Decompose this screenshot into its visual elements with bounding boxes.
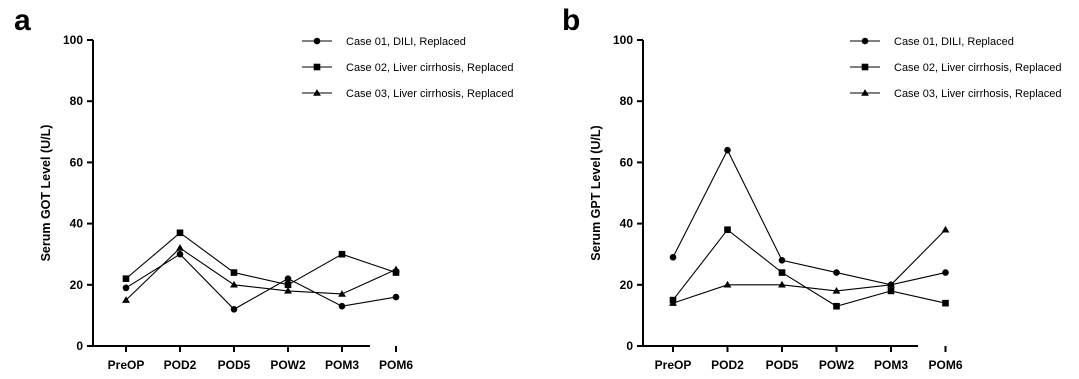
- data-point: [942, 269, 949, 276]
- data-point: [833, 269, 840, 276]
- data-point: [724, 226, 731, 234]
- x-tick-label: PreOP: [108, 358, 145, 372]
- data-point: [724, 146, 731, 154]
- series-line: [125, 232, 397, 286]
- x-tick-label: POD5: [766, 358, 799, 372]
- data-point: [284, 281, 292, 289]
- data-point: [861, 89, 869, 96]
- x-tick-label: PreOP: [655, 358, 692, 372]
- y-tick-label: 100: [63, 33, 83, 47]
- data-point: [861, 37, 869, 45]
- data-point: [313, 63, 321, 71]
- data-point: [778, 280, 786, 288]
- data-point: [176, 229, 184, 237]
- x-tick-label: POD2: [711, 358, 744, 372]
- data-point: [861, 63, 869, 71]
- x-tick-label: POM3: [325, 358, 359, 372]
- y-tick-label: 0: [76, 339, 83, 353]
- y-tick-label: 40: [70, 217, 84, 231]
- legend-label: Case 01, DILI, Replaced: [894, 36, 1014, 48]
- data-point: [778, 257, 786, 264]
- series-line: [672, 229, 946, 304]
- y-tick-label: 100: [613, 33, 633, 47]
- data-point: [887, 287, 895, 295]
- data-point: [313, 37, 321, 45]
- x-tick-label: POW2: [819, 358, 855, 372]
- data-point: [669, 253, 677, 261]
- x-tick-label: POW2: [270, 358, 306, 372]
- legend-label: Case 02, Liver cirrhosis, Replaced: [346, 62, 514, 74]
- y-tick-label: 0: [626, 339, 633, 353]
- chart-panel-b: b 0 20 40 60 80 100 Serum GPT Level (U/L) PreOP…: [540, 0, 1079, 374]
- data-point: [392, 293, 400, 301]
- x-tick-label: POM3: [874, 358, 908, 372]
- y-tick-label: 80: [620, 94, 634, 108]
- chart-b: 0 20 40 60 80 100 Serum GPT Level (U/L) PreOP PO…: [589, 33, 1062, 372]
- data-point: [176, 244, 184, 251]
- data-point: [338, 250, 346, 258]
- data-point: [941, 225, 950, 233]
- data-point: [833, 302, 840, 310]
- y-tick-label: 60: [620, 155, 634, 169]
- data-point: [392, 265, 400, 273]
- data-point: [338, 302, 346, 310]
- y-axis-label: Serum GOT Level (U/L): [39, 125, 53, 262]
- data-point: [230, 280, 238, 288]
- x-tick-label: POD5: [218, 358, 251, 372]
- y-tick-label: 60: [70, 155, 84, 169]
- data-point: [832, 287, 841, 294]
- y-tick-label: 80: [70, 94, 84, 108]
- data-point: [122, 296, 130, 303]
- series-line: [672, 228, 946, 307]
- data-point: [942, 299, 949, 307]
- data-point: [284, 275, 292, 282]
- legend-label: Case 02, Liver cirrhosis, Replaced: [894, 62, 1062, 74]
- data-point: [338, 290, 346, 297]
- data-point: [284, 287, 292, 294]
- panel-label: b: [562, 4, 581, 37]
- data-point: [176, 250, 184, 258]
- y-axis-label: Serum GPT Level (U/L): [589, 125, 603, 260]
- data-point: [122, 275, 130, 282]
- x-tick-label: POM6: [928, 358, 962, 372]
- chart-panel-a: a 0 20 40 60 80 100 Serum GOT Level (U/L) PreOP…: [0, 0, 540, 374]
- panel-label: a: [14, 4, 31, 37]
- legend-label: Case 03, Liver cirrhosis, Replaced: [894, 88, 1062, 100]
- series-line: [125, 253, 397, 310]
- series-line: [672, 148, 946, 286]
- x-tick-label: POD2: [164, 358, 197, 372]
- data-point: [669, 299, 677, 306]
- legend-label: Case 03, Liver cirrhosis, Replaced: [346, 88, 514, 100]
- data-point: [230, 305, 238, 313]
- x-tick-label: POM6: [379, 358, 413, 372]
- y-tick-label: 20: [70, 278, 84, 292]
- series-line: [125, 247, 397, 301]
- data-point: [887, 280, 895, 288]
- y-tick-label: 40: [620, 217, 634, 231]
- data-point: [313, 89, 321, 96]
- data-point: [392, 269, 400, 276]
- data-point: [778, 269, 786, 276]
- legend-label: Case 01, DILI, Replaced: [346, 36, 466, 48]
- y-tick-label: 20: [620, 278, 634, 292]
- data-point: [723, 280, 732, 288]
- data-point: [122, 284, 130, 292]
- chart-a: 0 20 40 60 80 100 Serum GOT Level (U/L) PreOP PO…: [39, 33, 514, 372]
- data-point: [230, 269, 238, 276]
